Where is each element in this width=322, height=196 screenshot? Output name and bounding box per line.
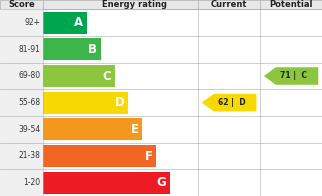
Text: Current: Current bbox=[211, 0, 247, 9]
Text: 71 |  C: 71 | C bbox=[280, 72, 307, 81]
Bar bbox=[43, 145, 156, 167]
Bar bbox=[0, 9, 43, 196]
Bar bbox=[43, 92, 128, 114]
Text: D: D bbox=[115, 96, 125, 109]
Bar bbox=[43, 38, 101, 60]
Polygon shape bbox=[202, 94, 256, 111]
Text: A: A bbox=[74, 16, 83, 29]
Text: Potential: Potential bbox=[269, 0, 313, 9]
Text: Score: Score bbox=[8, 0, 35, 9]
Text: 39-54: 39-54 bbox=[18, 125, 40, 134]
Text: 62 |  D: 62 | D bbox=[218, 98, 246, 107]
Text: E: E bbox=[130, 123, 138, 136]
Text: Energy rating: Energy rating bbox=[102, 0, 167, 9]
Polygon shape bbox=[264, 67, 318, 85]
Text: G: G bbox=[156, 176, 166, 189]
Text: 92+: 92+ bbox=[24, 18, 40, 27]
Text: F: F bbox=[145, 150, 152, 162]
Text: 69-80: 69-80 bbox=[18, 72, 40, 81]
Text: 1-20: 1-20 bbox=[23, 178, 40, 187]
Text: B: B bbox=[88, 43, 97, 56]
Bar bbox=[43, 65, 115, 87]
Bar bbox=[0, 0, 322, 9]
Bar bbox=[43, 12, 87, 34]
Text: 81-91: 81-91 bbox=[18, 45, 40, 54]
Bar bbox=[43, 172, 170, 194]
Bar bbox=[43, 118, 142, 140]
Text: 21-38: 21-38 bbox=[18, 152, 40, 161]
Text: C: C bbox=[102, 70, 111, 83]
Text: 55-68: 55-68 bbox=[18, 98, 40, 107]
